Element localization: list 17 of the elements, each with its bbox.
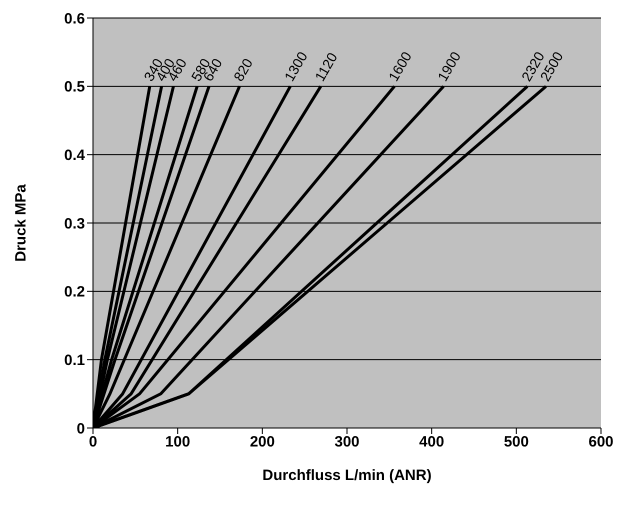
y-tick-label: 0 (76, 420, 85, 438)
x-tick-label: 400 (419, 434, 444, 451)
y-tick-label: 0.1 (64, 352, 85, 369)
x-tick-label: 500 (504, 434, 529, 451)
y-tick-label: 0.4 (64, 146, 86, 164)
x-tick-label: 300 (334, 434, 360, 451)
text: 820 (230, 55, 256, 84)
x-tick-label: 100 (165, 434, 190, 451)
y-tick-label: 0.5 (64, 78, 85, 96)
x-tick-label: 200 (250, 434, 275, 451)
y-tick-label: 0.6 (64, 10, 85, 28)
y-tick-label: 0.3 (64, 215, 85, 232)
x-tick-label: 0 (88, 434, 98, 451)
y-axis-title: Druck MPa (12, 184, 30, 262)
y-tick-label: 0.2 (64, 284, 85, 301)
x-axis-title: Durchfluss L/min (ANR) (262, 467, 432, 484)
x-tick-label: 600 (588, 434, 614, 451)
